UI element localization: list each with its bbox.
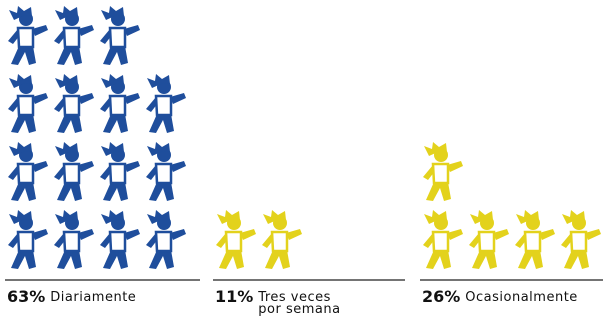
icon-legs (518, 250, 543, 269)
icon-shirt (110, 28, 125, 47)
icon-legs (219, 250, 244, 269)
icon-shirt (18, 164, 33, 183)
icon-arm (124, 229, 140, 240)
icon-arm (32, 93, 48, 104)
person-icon (54, 210, 94, 269)
category-name: Diariamente (50, 288, 136, 304)
icon-arm (447, 161, 463, 172)
person-icon (423, 142, 463, 201)
person-icon (8, 6, 48, 65)
person-icon (262, 210, 302, 269)
icon-legs (11, 182, 36, 201)
icon-arm (493, 229, 509, 240)
icon-legs (57, 250, 82, 269)
person-icon (100, 210, 140, 269)
icon-shirt (110, 164, 125, 183)
icon-arm (32, 161, 48, 172)
person-icon (8, 74, 48, 133)
icon-shirt (18, 232, 33, 251)
icon-legs (57, 114, 82, 133)
icon-legs (149, 182, 174, 201)
icon-arm (124, 93, 140, 104)
icon-legs (103, 114, 128, 133)
category-name: Tres veces por semana (258, 288, 353, 316)
icon-shirt (433, 232, 448, 251)
icon-shirt (64, 164, 79, 183)
icon-legs (103, 182, 128, 201)
icon-legs (564, 250, 589, 269)
icon-arm (447, 229, 463, 240)
icon-legs (57, 46, 82, 65)
icon-legs (57, 182, 82, 201)
icon-arm (32, 229, 48, 240)
icon-legs (11, 46, 36, 65)
chart: 63% Diariamente 11% Tres veces por semana 26… (0, 0, 605, 318)
person-icon (423, 210, 463, 269)
person-icon (216, 210, 256, 269)
icon-arm (170, 93, 186, 104)
icon-arm (170, 161, 186, 172)
person-icon (54, 74, 94, 133)
category-label: 63% Diariamente (7, 288, 136, 306)
person-icon (146, 210, 186, 269)
icon-shirt (64, 232, 79, 251)
icon-legs (149, 114, 174, 133)
icon-legs (426, 182, 451, 201)
person-icon (515, 210, 555, 269)
icon-arm (78, 93, 94, 104)
icon-legs (103, 46, 128, 65)
person-icon (100, 142, 140, 201)
icon-shirt (433, 164, 448, 183)
icon-arm (124, 25, 140, 36)
icon-arm (286, 229, 302, 240)
icon-shirt (525, 232, 540, 251)
person-icon (469, 210, 509, 269)
icon-shirt (156, 96, 171, 115)
icon-arm (78, 229, 94, 240)
icon-shirt (272, 232, 287, 251)
person-icon (8, 142, 48, 201)
icon-arm (124, 161, 140, 172)
person-icon (146, 142, 186, 201)
icon-legs (149, 250, 174, 269)
icon-arm (32, 25, 48, 36)
person-icon (100, 6, 140, 65)
value-label: 63% (7, 288, 45, 306)
icon-legs (11, 250, 36, 269)
icon-legs (11, 114, 36, 133)
person-icon (100, 74, 140, 133)
icon-arm (78, 25, 94, 36)
icon-shirt (64, 96, 79, 115)
person-icon (54, 6, 94, 65)
icon-legs (103, 250, 128, 269)
icon-shirt (571, 232, 586, 251)
person-icon (54, 142, 94, 201)
icon-shirt (156, 164, 171, 183)
icon-arm (78, 161, 94, 172)
icon-arm (240, 229, 256, 240)
icon-shirt (110, 96, 125, 115)
icon-shirt (64, 28, 79, 47)
pictograph (0, 0, 605, 318)
icon-shirt (110, 232, 125, 251)
person-icon (561, 210, 601, 269)
value-label: 26% (422, 288, 460, 306)
category-label: 11% Tres veces por semana (215, 288, 353, 316)
value-label: 11% (215, 288, 253, 306)
icon-legs (265, 250, 290, 269)
category-name: Ocasionalmente (465, 288, 578, 304)
icon-shirt (18, 96, 33, 115)
icon-shirt (226, 232, 241, 251)
person-icon (8, 210, 48, 269)
icon-shirt (479, 232, 494, 251)
icon-arm (539, 229, 555, 240)
icon-legs (472, 250, 497, 269)
category-label: 26% Ocasionalmente (422, 288, 578, 306)
icon-arm (170, 229, 186, 240)
icon-shirt (18, 28, 33, 47)
icon-arm (585, 229, 601, 240)
icon-shirt (156, 232, 171, 251)
icon-legs (426, 250, 451, 269)
person-icon (146, 74, 186, 133)
